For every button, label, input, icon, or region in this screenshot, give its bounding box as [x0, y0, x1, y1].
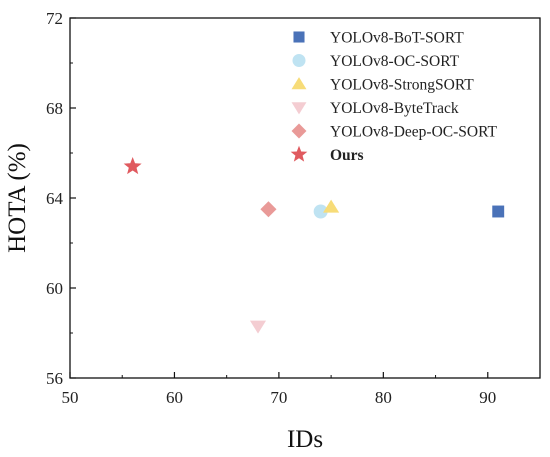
- legend-label-4: YOLOv8-Deep-OC-SORT: [330, 124, 497, 141]
- legend-marker-0: [293, 31, 305, 43]
- y-tick-label-1: 60: [46, 279, 63, 298]
- legend-label-5: Ours: [330, 147, 364, 164]
- point-square-0: [492, 205, 505, 218]
- point-triangle-up-2: [323, 199, 340, 213]
- legend-marker-2: [291, 77, 307, 90]
- point-star-5: [123, 157, 142, 175]
- legend-marker-1: [292, 54, 306, 67]
- legend-marker-4: [291, 123, 307, 139]
- y-tick-label-4: 72: [46, 9, 63, 28]
- point-triangle-down-3: [249, 320, 267, 334]
- x-tick-label-4: 90: [479, 388, 496, 407]
- legend: YOLOv8-BoT-SORT YOLOv8-OC-SORT YOLOv8-Stro…: [290, 30, 497, 164]
- point-circle-1: [313, 204, 328, 219]
- y-tick-label-0: 56: [46, 369, 63, 388]
- legend-label-1: YOLOv8-OC-SORT: [330, 53, 460, 70]
- data-points: [123, 157, 505, 334]
- legend-label-0: YOLOv8-BoT-SORT: [330, 30, 464, 47]
- x-axis-title: IDs: [287, 426, 323, 453]
- axis-ticks: 50 60 70 80 90 56 60 64 68 72: [46, 9, 496, 407]
- x-tick-label-2: 70: [270, 388, 287, 407]
- legend-label-3: YOLOv8-ByteTrack: [330, 100, 459, 117]
- y-tick-label-3: 68: [46, 99, 63, 118]
- legend-marker-5: [290, 145, 308, 162]
- legend-marker-3: [291, 102, 307, 115]
- point-diamond-4: [260, 201, 277, 218]
- plot-frame: [69, 17, 541, 379]
- x-tick-label-1: 60: [166, 388, 183, 407]
- x-tick-label-0: 50: [62, 388, 79, 407]
- x-tick-label-3: 80: [375, 388, 392, 407]
- legend-label-2: YOLOv8-StrongSORT: [330, 77, 474, 94]
- y-axis-title: HOTA (%): [4, 143, 31, 253]
- y-tick-label-2: 64: [46, 189, 64, 208]
